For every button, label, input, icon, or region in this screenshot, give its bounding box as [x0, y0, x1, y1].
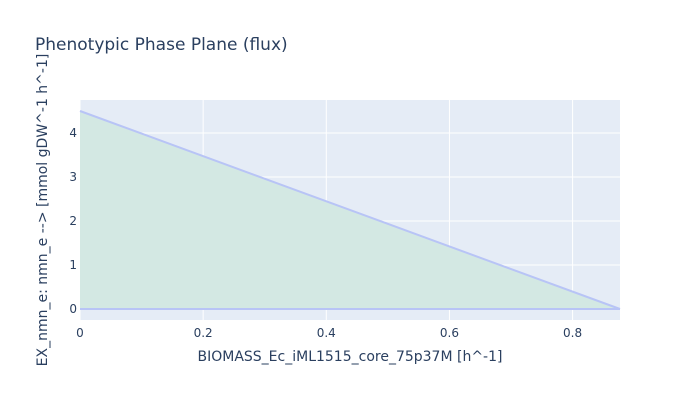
- y-tick-label-3: 3: [69, 170, 77, 184]
- x-tick-label-1: 0.2: [194, 326, 213, 340]
- y-tick-label-4: 4: [69, 126, 77, 140]
- y-tick-label-2: 2: [69, 214, 77, 228]
- y-axis-ticks: 0 1 2 3 4: [69, 126, 77, 316]
- maximum-flux-line: [79, 110, 621, 310]
- series-layer: [79, 110, 621, 310]
- y-tick-label-1: 1: [69, 258, 77, 272]
- y-axis-title: EX_nmn_e: nmn_e --> [mmol gDW^-1 h^-1]: [35, 54, 51, 367]
- chart-title: Phenotypic Phase Plane (flux): [35, 35, 288, 55]
- x-tick-label-2: 0.4: [317, 326, 336, 340]
- x-axis-ticks: 0 0.2 0.4 0.6 0.8: [76, 326, 582, 340]
- x-tick-label-3: 0.6: [440, 326, 459, 340]
- y-tick-label-0: 0: [69, 302, 77, 316]
- x-tick-label-0: 0: [76, 326, 84, 340]
- x-axis-title: BIOMASS_Ec_iML1515_core_75p37M [h^-1]: [198, 349, 503, 365]
- x-tick-label-4: 0.8: [563, 326, 582, 340]
